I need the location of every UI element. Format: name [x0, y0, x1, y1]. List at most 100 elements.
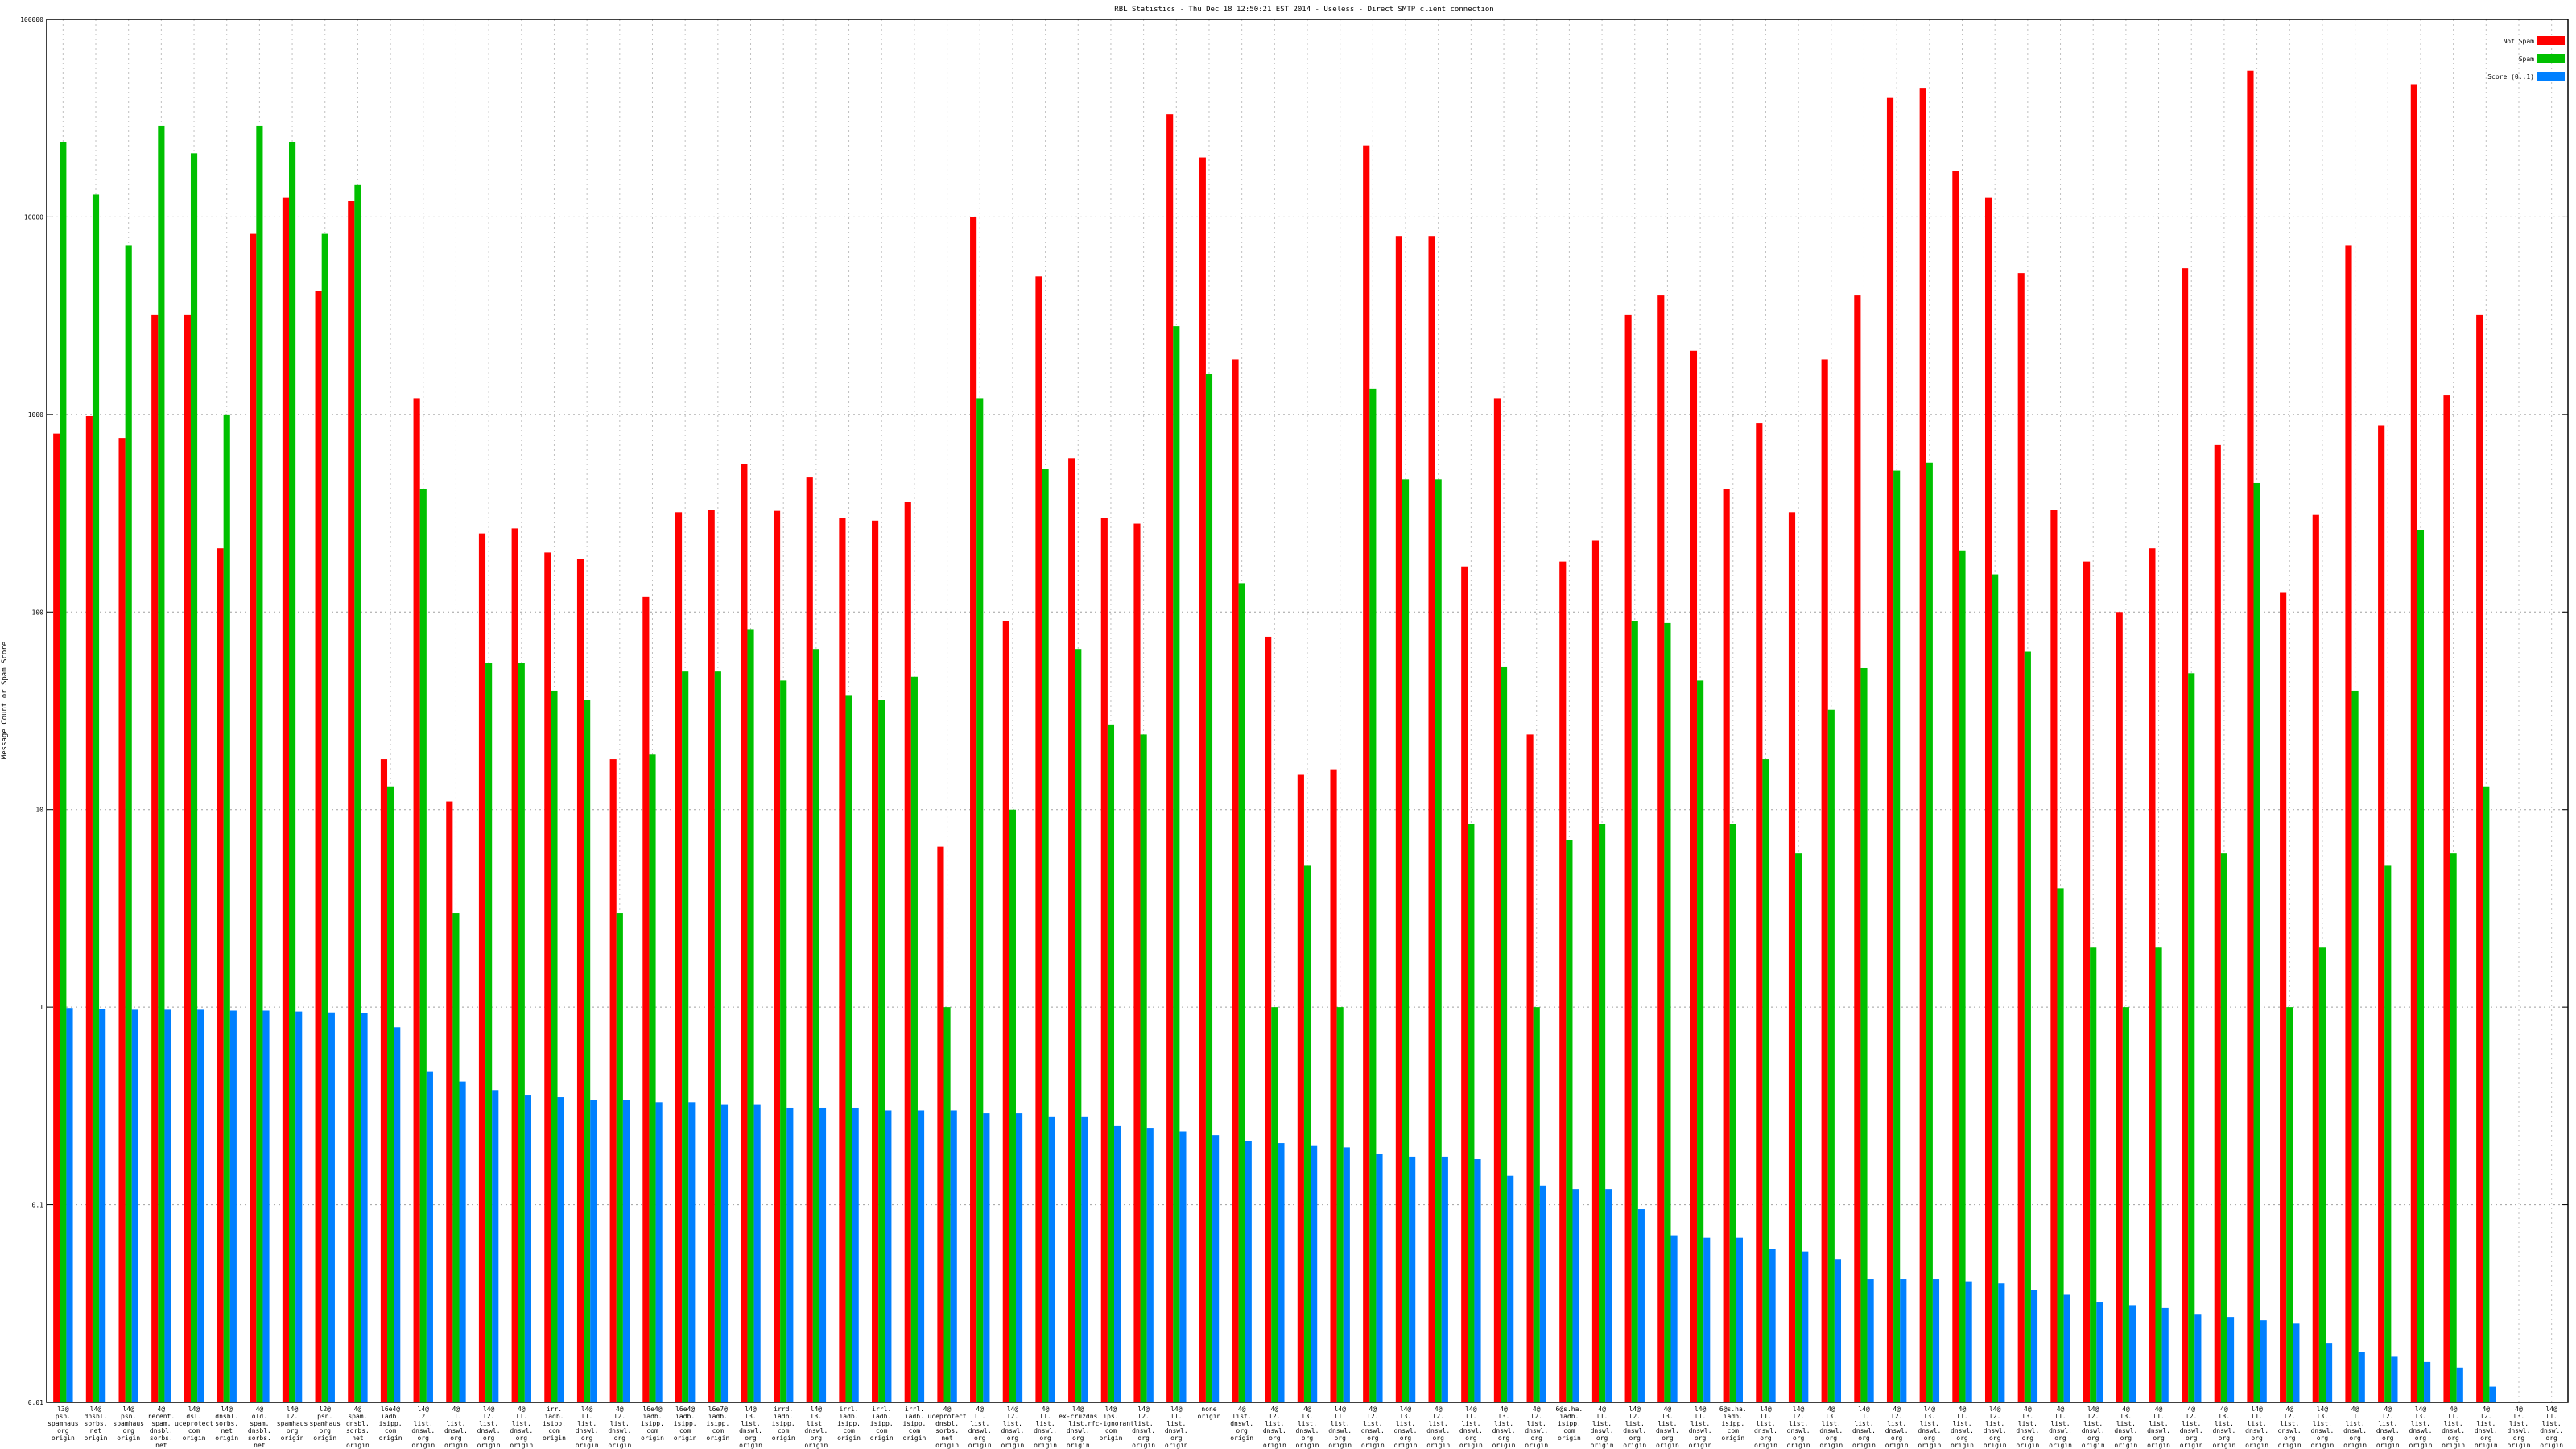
x-tick-label-line: list.	[1429, 1420, 1448, 1427]
x-tick-label-line: origin	[2442, 1442, 2465, 1449]
x-tick-label-line: spamhaus	[309, 1420, 341, 1427]
x-tick-label: 6@s.ha. iadb. isipp. com origin	[1556, 1406, 1583, 1442]
x-tick-label-line: org	[1137, 1435, 1150, 1442]
bar-not-spam	[576, 559, 584, 1403]
x-tick-label-line: org	[2349, 1435, 2361, 1442]
bar-spam	[845, 695, 852, 1402]
x-tick-label-line: com	[1728, 1427, 1740, 1435]
x-tick-label-line: iadb.	[675, 1413, 695, 1420]
x-tick-label-line: dnswl.	[2016, 1427, 2039, 1435]
x-tick-label-line: l4@	[2087, 1406, 2099, 1413]
x-tick-label-line: list.	[1232, 1413, 1252, 1420]
bar-not-spam	[1265, 636, 1272, 1402]
x-tick-label-line: spam.	[250, 1420, 269, 1427]
bar-not-spam	[1330, 769, 1337, 1402]
bar-not-spam	[1100, 518, 1108, 1403]
bar-not-spam	[511, 528, 518, 1403]
x-tick-label-line: ex-cruzdns	[1059, 1413, 1097, 1420]
bar-spam	[485, 663, 493, 1402]
x-tick-label-line: org	[1498, 1435, 1510, 1442]
x-tick-label-line: l3.	[2317, 1413, 2328, 1420]
x-tick-label-line: origin	[2082, 1442, 2105, 1449]
x-tick-label-line: dnswl.	[1591, 1427, 1614, 1435]
x-tick-label-line: l3.	[2120, 1413, 2132, 1420]
x-tick-label-line: dnswl.	[1852, 1427, 1876, 1435]
bar-spam	[747, 629, 754, 1402]
x-tick-label-line: org	[2153, 1435, 2165, 1442]
bar-not-spam	[2280, 592, 2287, 1402]
x-tick-label-line: origin	[2343, 1442, 2367, 1449]
x-tick-label-line: l3.	[2415, 1413, 2426, 1420]
x-tick-label-line: l2.	[2480, 1413, 2491, 1420]
x-tick-label-line: l4@	[1465, 1406, 1477, 1413]
x-tick-label-line: org	[2480, 1435, 2492, 1442]
bar-score-	[1245, 1141, 1252, 1402]
x-tick-label: irrl. iadb. isipp. com origin	[870, 1406, 894, 1442]
bar-spam	[878, 700, 886, 1402]
bar-spam	[419, 489, 427, 1402]
x-tick-label-line: org	[1432, 1435, 1444, 1442]
x-tick-label-line: org	[2447, 1435, 2459, 1442]
bar-score-	[1802, 1251, 1809, 1402]
x-tick-label-line: l4@	[1695, 1406, 1707, 1413]
x-tick-label-line: org	[516, 1435, 528, 1442]
bar-not-spam	[839, 518, 846, 1403]
x-tick-label-line: org	[1400, 1435, 1412, 1442]
x-tick-label: l4@ dnsbl. sorbs. net origin	[85, 1406, 108, 1442]
x-tick-label-line: list.	[577, 1420, 597, 1427]
x-tick-label-line: l2.	[2087, 1413, 2099, 1420]
bar-spam	[256, 125, 263, 1403]
x-tick-label-line: org	[2120, 1435, 2132, 1442]
x-tick-label-line: l2.	[2382, 1413, 2393, 1420]
x-tick-label-line: origin	[837, 1435, 861, 1442]
x-tick-label-line: dnsbl.	[248, 1427, 271, 1435]
x-tick-label-line: 4@	[2220, 1406, 2228, 1413]
x-tick-label-line: list.	[970, 1420, 989, 1427]
x-tick-label-line: origin	[804, 1442, 828, 1449]
x-tick-label-line: list.	[1068, 1420, 1088, 1427]
x-tick-label-line: none	[1201, 1406, 1216, 1413]
x-tick-label: irr. iadb. isipp. com origin	[543, 1406, 566, 1442]
bar-not-spam	[184, 314, 191, 1402]
x-tick-label: l4@ l3. list. dnswl. org origin	[2310, 1406, 2334, 1449]
x-tick-label-line: org	[2186, 1435, 2198, 1442]
bar-score-	[983, 1113, 990, 1402]
x-tick-label: 4@ l3. list. dnswl. org origin	[2212, 1406, 2235, 1449]
x-tick-label-line: sorbs.	[215, 1420, 238, 1427]
y-tick-label: 100000	[20, 16, 43, 23]
x-tick-label-line: uceprotect	[175, 1420, 213, 1427]
x-tick-label-line: dnsbl.	[85, 1413, 108, 1420]
bar-spam	[616, 913, 623, 1402]
bar-not-spam	[544, 552, 551, 1402]
x-tick-label: l4@ l2. list. dnswl. org origin	[1001, 1406, 1024, 1449]
bar-spam	[1959, 550, 1966, 1402]
x-tick-label-line: dnswl.	[1492, 1427, 1516, 1435]
x-tick-label-line: list.	[1789, 1420, 1808, 1427]
bar-spam	[1140, 734, 1147, 1402]
x-tick-label-line: origin	[1852, 1442, 1876, 1449]
x-tick-label-line: list.	[2476, 1420, 2496, 1427]
x-tick-label: l4@ l3. list. dnswl. org origin	[1918, 1406, 1941, 1449]
bar-not-spam	[1232, 359, 1239, 1403]
x-tick-label: l4@ dnsbl. sorbs. net origin	[215, 1406, 238, 1442]
x-tick-label-line: dnswl.	[1132, 1427, 1155, 1435]
bar-not-spam	[1363, 145, 1370, 1402]
x-tick-label-line: l1.	[1465, 1413, 1476, 1420]
x-tick-label: l4@ l2. spamhaus org origin	[277, 1406, 308, 1442]
bar-not-spam	[2443, 395, 2450, 1402]
x-tick-label-line: org	[2251, 1435, 2263, 1442]
x-tick-label-line: dnswl.	[1067, 1427, 1090, 1435]
x-tick-label-line: origin	[2310, 1442, 2334, 1449]
bar-spam	[1926, 462, 1933, 1402]
x-tick-label-line: origin	[706, 1435, 729, 1442]
bar-not-spam	[773, 510, 781, 1402]
x-tick-label-line: list.	[2018, 1420, 2037, 1427]
x-tick-label-line: irrd.	[774, 1406, 793, 1413]
bar-spam	[1303, 865, 1311, 1402]
bar-score-	[557, 1097, 564, 1402]
x-tick-label-line: l6e7@	[708, 1406, 728, 1413]
x-tick-label-line: l1.	[581, 1413, 592, 1420]
x-tick-label-line: l2.	[1432, 1413, 1443, 1420]
x-tick-label-line: dnswl.	[1754, 1427, 1777, 1435]
